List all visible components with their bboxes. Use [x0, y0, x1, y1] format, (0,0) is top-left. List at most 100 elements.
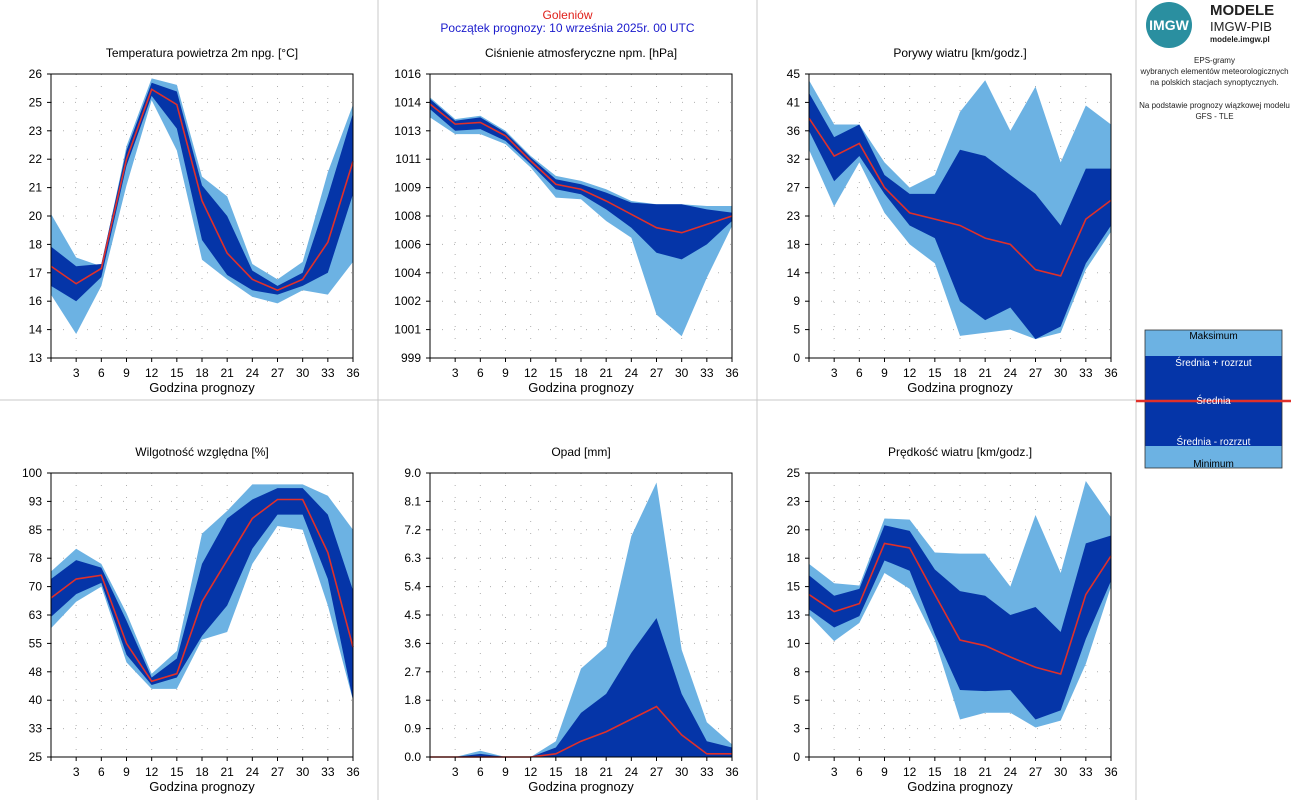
chart-3-ytick-label: 32 — [787, 152, 801, 166]
chart-6-xlabel: Godzina prognozy — [907, 779, 1013, 794]
chart-3-xtick-label: 30 — [1054, 366, 1068, 380]
chart-3-ytick-label: 0 — [793, 351, 800, 365]
legend-min-band — [1145, 446, 1282, 468]
chart-1-ytick-label: 26 — [29, 67, 43, 81]
chart-3-ytick-label: 45 — [787, 67, 801, 81]
forecast-start: Początek prognozy: 10 września 2025r. 00… — [440, 21, 695, 35]
chart-1-title: Temperatura powietrza 2m npg. [°C] — [106, 46, 298, 60]
chart-5-ytick-label: 5.4 — [404, 580, 421, 594]
chart-4-ytick-label: 78 — [29, 551, 43, 565]
chart-5-xlabel: Godzina prognozy — [528, 779, 634, 794]
chart-1-xtick-label: 18 — [195, 366, 209, 380]
chart-3-xtick-label: 33 — [1079, 366, 1093, 380]
chart-6-ytick-label: 18 — [787, 551, 801, 565]
chart-4-xtick-label: 18 — [195, 765, 209, 779]
chart-4-spread-band — [51, 488, 353, 701]
legend-label-min: Minimum — [1193, 459, 1234, 470]
chart-5-xtick-label: 3 — [452, 765, 459, 779]
chart-6-ytick-label: 13 — [787, 608, 801, 622]
chart-6-xtick-label: 9 — [881, 765, 888, 779]
chart-1-xtick-label: 9 — [123, 366, 130, 380]
chart-4-ytick-label: 33 — [29, 722, 43, 736]
chart-5-ytick-label: 8.1 — [404, 494, 421, 508]
chart-1-xtick-label: 33 — [321, 366, 335, 380]
chart-6-xtick-label: 12 — [903, 765, 917, 779]
chart-6-title: Prędkość wiatru [km/godz.] — [888, 445, 1032, 459]
chart-5-ytick-label: 1.8 — [404, 693, 421, 707]
logo-subtitle: IMGW-PIB — [1210, 19, 1272, 34]
chart-3-ytick-label: 18 — [787, 237, 801, 251]
chart-4-xtick-label: 36 — [346, 765, 360, 779]
chart-3-xtick-label: 21 — [978, 366, 992, 380]
chart-1-ytick-label: 22 — [29, 152, 43, 166]
legend-max-band — [1145, 330, 1282, 356]
chart-4-xlabel: Godzina prognozy — [149, 779, 255, 794]
chart-5-xtick-label: 30 — [675, 765, 689, 779]
chart-1-ytick-label: 25 — [29, 95, 43, 109]
chart-6-xtick-label: 24 — [1004, 765, 1018, 779]
legend-label-mean: Średnia — [1196, 394, 1231, 407]
chart-3-xtick-label: 36 — [1104, 366, 1118, 380]
chart-6-xtick-label: 27 — [1029, 765, 1043, 779]
chart-2-xtick-label: 3 — [452, 366, 459, 380]
chart-3-xtick-label: 15 — [928, 366, 942, 380]
chart-5-ytick-label: 2.7 — [404, 665, 421, 679]
chart-3-xtick-label: 18 — [953, 366, 967, 380]
imgw-logo[interactable]: IMGW MODELE IMGW-PIB modele.imgw.pl — [1146, 2, 1286, 48]
logo-url: modele.imgw.pl — [1210, 35, 1270, 44]
chart-4-ytick-label: 85 — [29, 523, 43, 537]
chart-1-xtick-label: 6 — [98, 366, 105, 380]
chart-4-ytick-label: 93 — [29, 494, 43, 508]
chart-5-xtick-label: 24 — [625, 765, 639, 779]
chart-5-xtick-label: 18 — [574, 765, 588, 779]
chart-1-xlabel: Godzina prognozy — [149, 380, 255, 395]
chart-4-ytick-label: 63 — [29, 608, 43, 622]
chart-2-xtick-label: 30 — [675, 366, 689, 380]
chart-2-ytick-label: 999 — [401, 351, 421, 365]
chart-5-title: Opad [mm] — [551, 445, 610, 459]
chart-3-ytick-label: 41 — [787, 95, 801, 109]
chart-6-ytick-label: 10 — [787, 636, 801, 650]
chart-1-ytick-label: 21 — [29, 181, 43, 195]
chart-5-xtick-label: 6 — [477, 765, 484, 779]
chart-6-xtick-label: 15 — [928, 765, 942, 779]
chart-3-ytick-label: 27 — [787, 181, 801, 195]
chart-5-xtick-label: 33 — [700, 765, 714, 779]
chart-3-mean-line — [808, 117, 1112, 277]
chart-4-xtick-label: 6 — [98, 765, 105, 779]
chart-3-xtick-label: 12 — [903, 366, 917, 380]
chart-1-ytick-label: 16 — [29, 294, 43, 308]
chart-2-ytick-label: 1013 — [394, 124, 421, 138]
chart-4-mean-line — [50, 498, 354, 683]
chart-5-ytick-label: 3.6 — [404, 636, 421, 650]
chart-1-xtick-label: 12 — [145, 366, 159, 380]
chart-2-ytick-label: 1001 — [394, 323, 421, 337]
chart-6-ytick-label: 23 — [787, 494, 801, 508]
chart-3-xtick-label: 24 — [1004, 366, 1018, 380]
chart-5-ytick-label: 4.5 — [404, 608, 421, 622]
chart-2-xtick-label: 6 — [477, 366, 484, 380]
chart-5-ytick-label: 0.9 — [404, 722, 421, 736]
chart-4-ytick-label: 25 — [29, 750, 43, 764]
chart-1-ytick-label: 13 — [29, 351, 43, 365]
chart-2-ytick-label: 1016 — [394, 67, 421, 81]
chart-4-ytick-label: 40 — [29, 693, 43, 707]
legend-label-mean-minus: Średnia - rozrzut — [1177, 435, 1251, 448]
chart-2-xtick-label: 12 — [524, 366, 538, 380]
chart-2-xtick-label: 24 — [625, 366, 639, 380]
chart-4-xtick-label: 12 — [145, 765, 159, 779]
chart-5-xtick-label: 27 — [650, 765, 664, 779]
chart-6-ytick-label: 0 — [793, 750, 800, 764]
chart-4-xtick-label: 9 — [123, 765, 130, 779]
description-line-1: EPS-gramy — [1194, 56, 1235, 65]
chart-1-xtick-label: 30 — [296, 366, 310, 380]
logo-title: MODELE — [1210, 2, 1275, 19]
chart-1-xtick-label: 21 — [220, 366, 234, 380]
imgw-logo-badge: IMGW — [1146, 2, 1192, 48]
chart-6-xtick-label: 6 — [856, 765, 863, 779]
chart-3-xtick-label: 6 — [856, 366, 863, 380]
chart-3-ytick-label: 5 — [793, 323, 800, 337]
chart-4-xtick-label: 3 — [73, 765, 80, 779]
chart-3-spread-band — [809, 92, 1111, 340]
